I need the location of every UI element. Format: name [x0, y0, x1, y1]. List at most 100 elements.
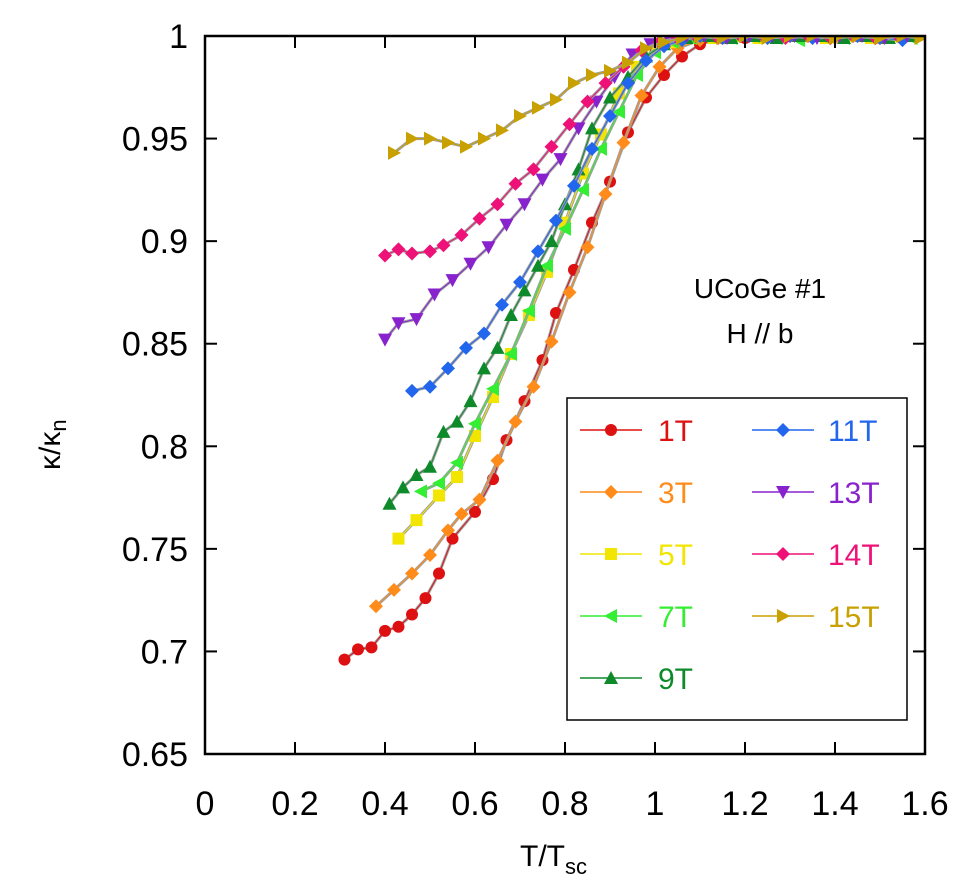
x-tick-label: 1.2	[721, 785, 768, 823]
data-point-14T	[598, 76, 613, 91]
data-point-1T	[352, 643, 364, 656]
data-point-14T	[490, 197, 505, 212]
data-point-13T	[553, 153, 568, 167]
legend-label-14T: 14T	[828, 539, 880, 572]
legend-label-15T: 15T	[828, 601, 880, 634]
data-point-7T	[504, 346, 517, 361]
data-point-15T	[658, 36, 671, 50]
data-point-11T	[459, 340, 473, 355]
data-point-15T	[550, 92, 563, 107]
data-point-7T	[432, 476, 445, 491]
legend-entry-13T: 13T	[752, 477, 880, 510]
x-tick-label: 0.4	[361, 785, 408, 823]
data-point-13T	[409, 313, 424, 327]
data-point-13T	[427, 288, 442, 302]
x-tick-label: 1.6	[901, 785, 948, 823]
data-point-3T	[472, 492, 487, 507]
x-tick-label: 0	[196, 785, 215, 823]
data-point-7T	[558, 221, 571, 236]
data-point-15T	[586, 67, 599, 82]
x-tick-label: 1.4	[811, 785, 858, 823]
data-point-13T	[499, 218, 514, 232]
y-axis-title: κ/κn	[34, 419, 71, 470]
data-point-11T	[405, 383, 419, 398]
data-point-7T	[540, 258, 553, 273]
x-tick-label: 0.8	[541, 785, 588, 823]
data-point-15T	[460, 139, 473, 154]
data-point-3T	[508, 414, 523, 429]
legend-swatch-marker	[776, 547, 790, 561]
data-point-5T	[392, 532, 405, 545]
data-point-3T	[387, 582, 401, 597]
legend-swatch-marker	[777, 609, 790, 623]
data-point-3T	[544, 334, 559, 349]
annotation-sample: UCoGe #1	[694, 273, 826, 304]
data-point-11T	[549, 213, 563, 228]
legend-label-13T: 13T	[828, 477, 880, 510]
y-tick-label: 0.7	[141, 633, 188, 671]
data-point-15T	[676, 36, 689, 46]
data-point-15T	[851, 36, 865, 43]
data-point-1T	[419, 592, 432, 605]
legend-entry-5T: 5T	[580, 539, 693, 572]
data-point-11T	[513, 275, 527, 290]
legend-label-3T: 3T	[658, 477, 693, 510]
data-point-11T	[603, 109, 617, 124]
data-point-9T	[603, 90, 617, 104]
data-point-5T	[451, 471, 463, 484]
legend-swatch-marker	[604, 485, 618, 499]
data-point-9T	[396, 480, 410, 494]
data-point-1T	[433, 567, 445, 580]
data-point-14T	[391, 242, 406, 257]
x-tick-label: 1	[646, 785, 665, 823]
legend-label-1T: 1T	[658, 415, 693, 448]
legend-entries: 1T 3T 5T 7T 9T 11T 13T 14T 15T	[580, 415, 880, 696]
series-13T	[378, 36, 911, 347]
legend-label-11T: 11T	[828, 415, 877, 448]
data-point-1T	[379, 624, 391, 637]
fit-curve-13T	[383, 36, 908, 341]
data-point-7T	[468, 416, 481, 431]
data-point-5T	[410, 514, 423, 527]
data-point-9T	[450, 414, 464, 428]
data-point-14T	[378, 248, 392, 263]
x-axis-title-sub: sc	[565, 854, 587, 879]
data-point-11T	[495, 297, 509, 312]
data-point-3T	[490, 453, 505, 468]
data-point-7T	[630, 67, 643, 82]
data-point-14T	[405, 246, 419, 261]
legend-entry-3T: 3T	[580, 477, 693, 510]
data-point-3T	[562, 285, 577, 300]
legend-swatch-marker	[776, 486, 790, 499]
data-point-9T	[423, 459, 437, 473]
data-point-11T	[477, 326, 491, 341]
y-tick-label: 0.65	[122, 736, 188, 774]
data-point-1T	[469, 505, 481, 518]
data-point-13T	[378, 333, 392, 347]
data-point-15T	[716, 36, 730, 46]
data-point-15T	[604, 63, 617, 78]
data-point-7T	[414, 484, 427, 499]
data-point-11T	[567, 178, 581, 193]
series-layer	[338, 36, 925, 666]
y-axis-title-main: κ/κ	[34, 431, 67, 470]
x-tick-label: 0.6	[451, 785, 498, 823]
data-point-15T	[784, 36, 797, 43]
data-point-15T	[514, 109, 527, 124]
data-point-3T	[616, 135, 631, 150]
legend-entry-14T: 14T	[752, 539, 880, 572]
data-point-14T	[454, 227, 469, 242]
data-point-9T	[436, 424, 451, 438]
x-axis-title-main: T/T	[520, 840, 565, 873]
data-point-1T	[550, 306, 562, 319]
data-point-1T	[392, 620, 405, 633]
data-point-15T	[388, 145, 401, 160]
data-point-15T	[424, 131, 437, 146]
data-point-15T	[874, 36, 887, 46]
data-point-13T	[463, 257, 478, 271]
data-point-11T	[585, 141, 599, 156]
series-line-13T	[384, 36, 908, 340]
data-point-13T	[481, 241, 496, 255]
data-point-9T	[477, 361, 491, 375]
data-point-9T	[409, 468, 424, 482]
